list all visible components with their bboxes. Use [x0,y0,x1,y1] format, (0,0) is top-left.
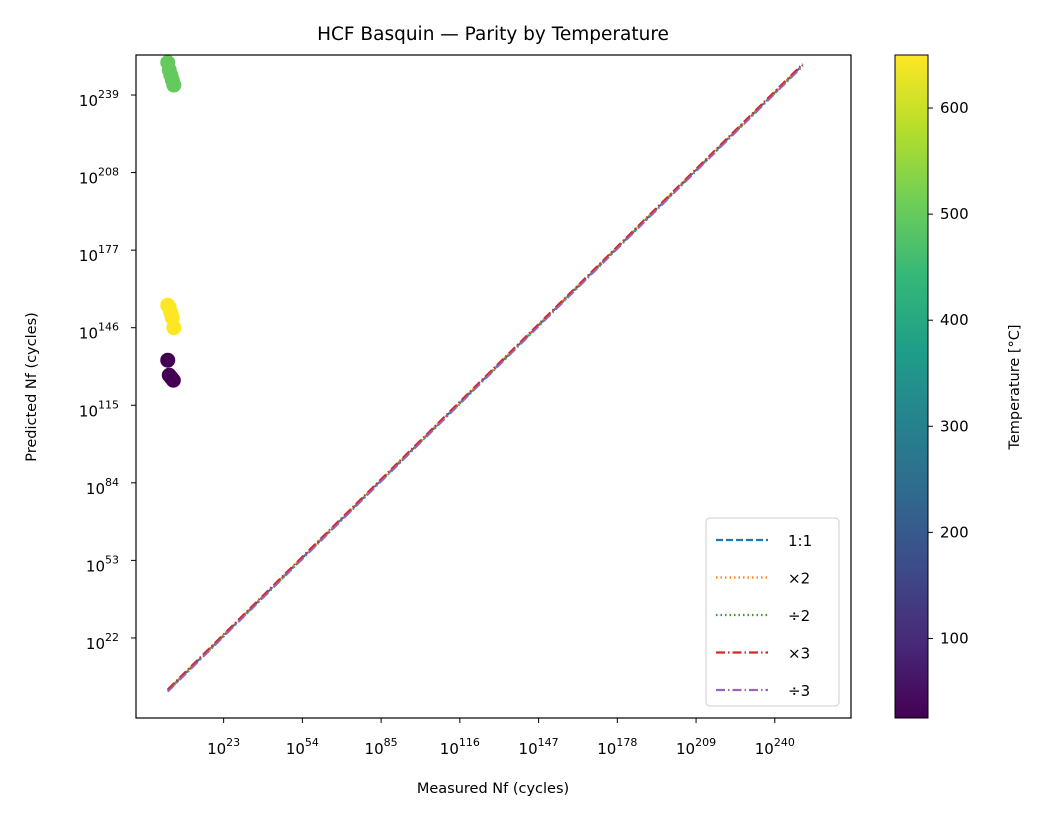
legend: 1:1 ×2 ÷2 ×3 ÷3 [705,517,840,707]
y-tick-label: 10177 [79,243,119,265]
data-point [166,320,182,336]
y-tick-label: 10208 [79,166,119,188]
reference-line-4 [167,63,804,690]
colorbar-tick-label: 500 [940,205,969,223]
y-tick-label: 1022 [86,631,119,653]
x-tick-label: 1023 [207,736,240,758]
x-tick-label: 1054 [286,736,319,758]
plot-frame [135,54,852,719]
x-tick-label: 10240 [755,736,795,758]
colorbar-tick-label: 400 [940,311,969,329]
x-tick-label: 10178 [597,736,637,758]
legend-label-3: ÷2 [788,607,810,625]
legend-label-4: ×3 [788,645,810,663]
x-tick-label: 10209 [676,736,716,758]
scatter-points [160,55,182,388]
legend-frame [705,517,840,707]
x-axis-label: Measured Nf (cycles) [417,781,569,797]
colorbar-tick-label: 600 [940,99,969,117]
reference-lines [167,63,804,693]
plot-area [135,54,852,719]
x-tick-label: 1085 [365,736,398,758]
legend-label-5: ÷3 [788,682,810,700]
y-axis-label: Predicted Nf (cycles) [24,312,40,462]
y-tick-label: 10146 [79,321,119,343]
reference-line-5 [167,65,804,693]
x-axis-ticks: 1023 1054 1085 10116 10147 10178 10209 10240 [207,718,795,758]
chart-title: HCF Basquin — Parity by Temperature [317,24,669,45]
legend-label-2: ×2 [788,570,810,588]
colorbar-tick-label: 300 [940,417,969,435]
legend-label-1: 1:1 [788,532,812,550]
reference-line-2 [167,63,804,691]
y-axis-ticks: 1022 1053 1084 10115 10146 10177 10208 10239 [79,88,136,653]
data-point [165,372,181,388]
y-tick-label: 1053 [86,553,119,575]
colorbar-label: Temperature [°C] [1007,324,1023,450]
x-tick-label: 10147 [519,736,559,758]
y-tick-label: 10115 [79,398,119,420]
colorbar: 100 200 300 400 500 600 Temperature [°C] [894,54,1023,719]
colorbar-tick-label: 200 [940,523,969,541]
y-tick-label: 10239 [79,88,119,110]
colorbar-tick-label: 100 [940,629,969,647]
colorbar-ticks: 100 200 300 400 500 600 [928,99,969,647]
colorbar-gradient [894,54,929,719]
data-point [160,352,176,368]
x-tick-label: 10116 [440,736,480,758]
data-point [166,77,182,93]
y-tick-label: 1084 [86,476,119,498]
